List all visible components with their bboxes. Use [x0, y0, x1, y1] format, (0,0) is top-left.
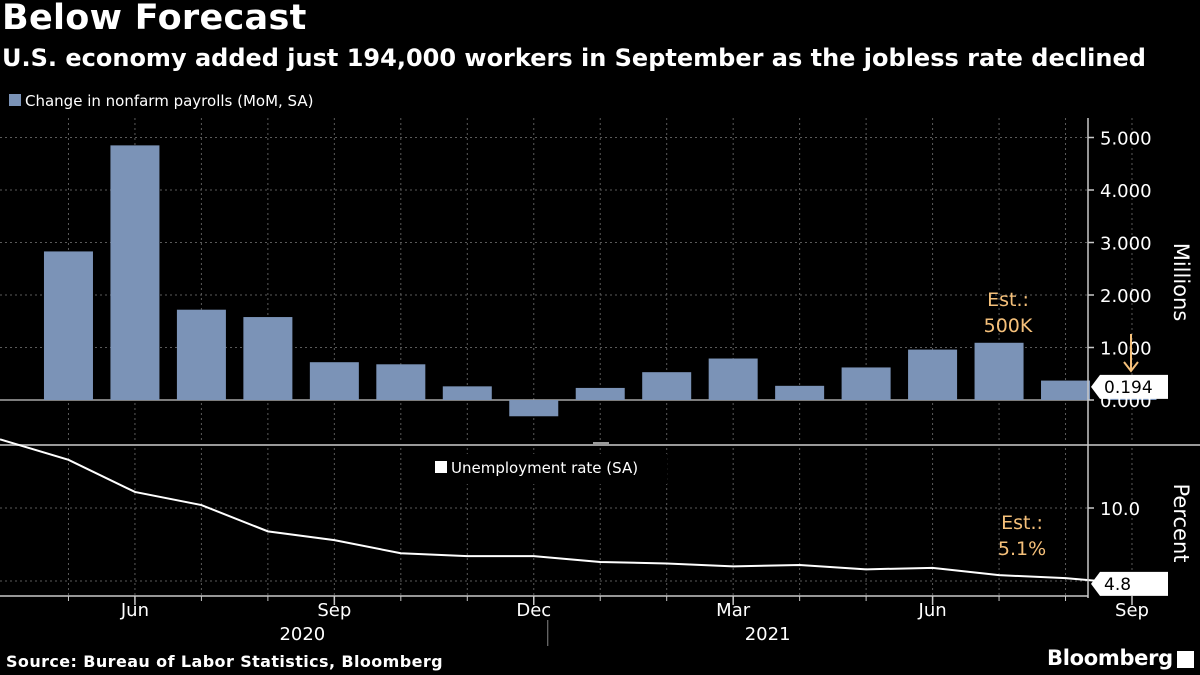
y-axis-title: Millions	[1169, 243, 1193, 322]
payroll-bar	[110, 145, 160, 400]
payroll-bar	[575, 387, 625, 400]
legend-swatch-payrolls	[9, 94, 21, 106]
unemployment-estimate-label: Est.:	[1001, 512, 1043, 534]
chart-title: Below Forecast	[2, 0, 307, 38]
axes-layer	[0, 118, 1133, 646]
y-tick-label: 2.000	[1100, 286, 1152, 307]
estimate-arrowhead-icon	[1123, 361, 1139, 373]
payroll-bar	[974, 342, 1024, 400]
legend-label-payrolls: Change in nonfarm payrolls (MoM, SA)	[25, 92, 313, 110]
x-year-label: 2021	[745, 624, 791, 645]
y-tick-label: 5.000	[1100, 129, 1152, 150]
unemployment-estimate-label: 5.1%	[998, 538, 1046, 560]
x-tick-label: Jun	[918, 600, 947, 621]
payroll-bar	[442, 386, 492, 400]
y-tick-label: 1.000	[1100, 339, 1152, 360]
y-tick-label: 3.000	[1100, 234, 1152, 255]
x-tick-label: Jun	[120, 600, 149, 621]
payroll-last-value-label: 0.194	[1104, 378, 1153, 398]
unemployment-line	[0, 438, 1133, 585]
payroll-bar	[376, 364, 426, 400]
payroll-estimate-label: 500K	[984, 315, 1033, 337]
x-year-label: 2020	[279, 624, 325, 645]
unemployment-last-value-flag	[1091, 571, 1168, 596]
legend-swatch-unemployment	[435, 461, 447, 473]
legend-background	[417, 454, 667, 484]
chart-subtitle: U.S. economy added just 194,000 workers …	[2, 44, 1146, 72]
payroll-bar	[509, 400, 559, 417]
payroll-bar	[841, 367, 891, 400]
x-tick-label: Dec	[516, 600, 551, 621]
payroll-bar	[43, 251, 93, 400]
x-tick-label: Sep	[1115, 600, 1149, 621]
x-tick-label: Sep	[317, 600, 351, 621]
payroll-bar	[642, 372, 692, 400]
payroll-bar	[708, 358, 758, 400]
legend-label-unemployment: Unemployment rate (SA)	[451, 459, 638, 477]
unemployment-last-value-label: 4.8	[1104, 575, 1131, 595]
payroll-estimate-label: Est.:	[987, 289, 1029, 311]
labels-layer: 0.0001.0002.0003.0004.0005.00010.0Millio…	[9, 92, 1193, 645]
payroll-bar	[243, 317, 293, 400]
payroll-bar	[1041, 380, 1091, 400]
source-note: Source: Bureau of Labor Statistics, Bloo…	[6, 652, 444, 671]
y-axis-title: Percent	[1169, 483, 1193, 562]
payroll-bar	[176, 309, 226, 400]
x-tick-label: Mar	[716, 600, 751, 621]
bars-layer	[43, 145, 1157, 417]
bloomberg-logo: Bloomberg	[1047, 646, 1173, 670]
payroll-bar	[309, 362, 359, 400]
payroll-last-value-flag	[1091, 374, 1168, 399]
payroll-bar	[908, 349, 958, 400]
y-tick-label: 4.000	[1100, 181, 1152, 202]
y-tick-label: 10.0	[1100, 499, 1140, 520]
bloomberg-mark-icon	[1177, 651, 1194, 668]
payroll-bar	[775, 385, 825, 400]
